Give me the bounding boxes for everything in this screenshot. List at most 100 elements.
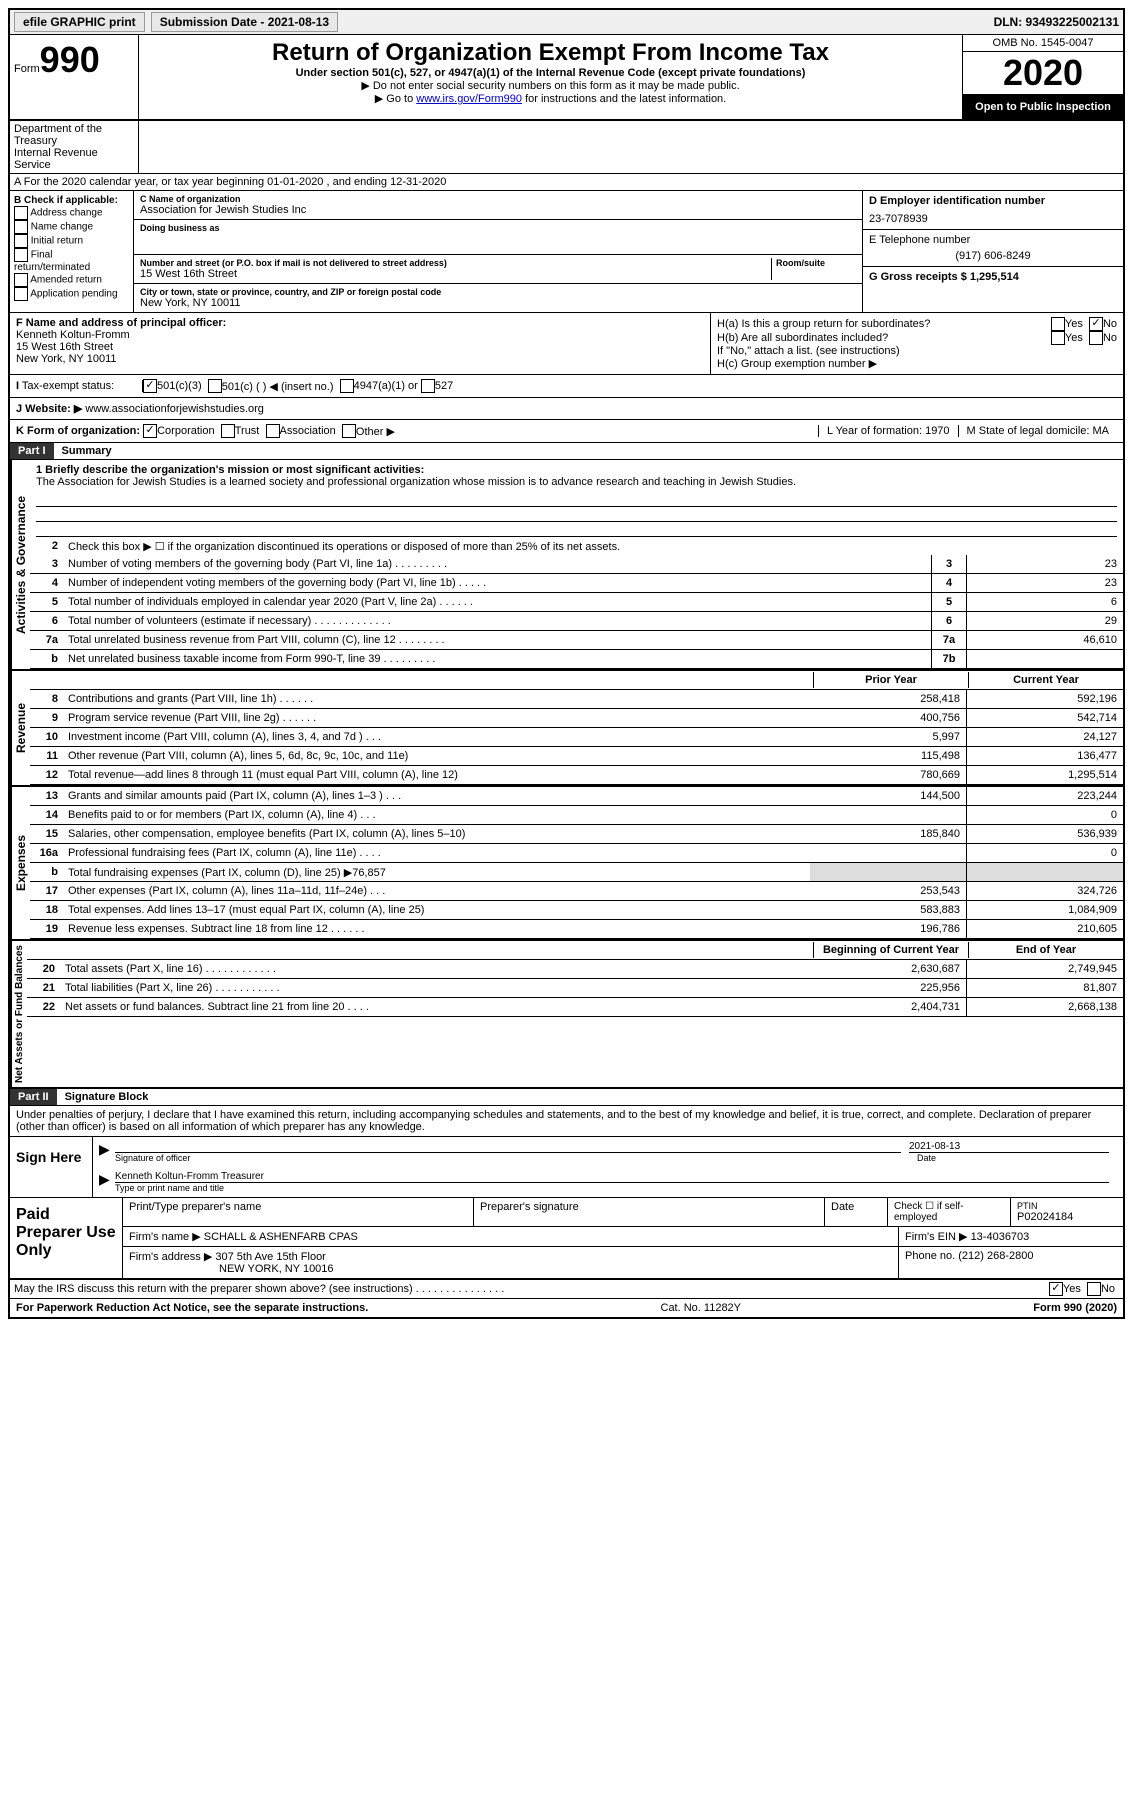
paid-prep-label: Paid Preparer Use Only	[10, 1198, 123, 1278]
website-value: www.associationforjewishstudies.org	[85, 403, 264, 415]
room-label: Room/suite	[776, 258, 856, 268]
may-discuss-row: May the IRS discuss this return with the…	[10, 1280, 1123, 1299]
sign-here-label: Sign Here	[10, 1137, 93, 1197]
opt-527: 527	[435, 380, 453, 392]
arrow-icon: ▶	[99, 1141, 115, 1163]
footer-right: Form 990 (2020)	[1033, 1302, 1117, 1314]
section-b-through-g: B Check if applicable: Address change Na…	[10, 191, 1123, 313]
revenue-header: Prior Year Current Year	[30, 671, 1123, 690]
officer-addr1: 15 West 16th Street	[16, 341, 704, 353]
part-i-title: Summary	[54, 445, 112, 457]
blank-line-1	[36, 492, 1117, 507]
prep-phone: (212) 268-2800	[958, 1250, 1033, 1262]
cb-4947[interactable]	[340, 379, 354, 393]
cb-address-change[interactable]: Address change	[14, 206, 129, 220]
goto-suffix: for instructions and the latest informat…	[522, 93, 726, 105]
instruction-line-2: ▶ Go to www.irs.gov/Form990 for instruct…	[147, 92, 954, 105]
row-a-tax-year: A For the 2020 calendar year, or tax yea…	[10, 174, 1123, 191]
col-c-org-info: C Name of organization Association for J…	[134, 191, 863, 312]
footer-left: For Paperwork Reduction Act Notice, see …	[16, 1302, 368, 1314]
cb-501c[interactable]	[208, 379, 222, 393]
phone-label: E Telephone number	[869, 234, 1117, 246]
cb-assoc[interactable]	[266, 424, 280, 438]
opt-501c: 501(c) ( ) ◀ (insert no.)	[222, 380, 334, 393]
data-row: 14 Benefits paid to or for members (Part…	[30, 806, 1123, 825]
form-subtitle: Under section 501(c), 527, or 4947(a)(1)…	[147, 67, 954, 79]
sig-name: Kenneth Koltun-Fromm Treasurer	[115, 1171, 1109, 1183]
ha-no[interactable]: ✓	[1089, 317, 1103, 331]
officer-addr2: New York, NY 10011	[16, 353, 704, 365]
blank-line-3	[36, 522, 1117, 537]
netassets-header: Beginning of Current Year End of Year	[27, 941, 1123, 960]
cb-amended[interactable]: Amended return	[14, 273, 129, 287]
sig-name-label: Type or print name and title	[115, 1183, 1117, 1193]
year-formation: L Year of formation: 1970	[818, 425, 958, 437]
efile-print-button[interactable]: efile GRAPHIC print	[14, 12, 145, 32]
blank-line-2	[36, 507, 1117, 522]
data-row: 21 Total liabilities (Part X, line 26) .…	[27, 979, 1123, 998]
cb-trust[interactable]	[221, 424, 235, 438]
open-to-public: Open to Public Inspection	[963, 95, 1123, 119]
form-number: Form990	[14, 39, 134, 81]
opt-4947: 4947(a)(1) or	[354, 380, 418, 392]
prep-sig-label: Preparer's signature	[474, 1198, 825, 1226]
org-name-label: C Name of organization	[140, 194, 856, 204]
form-title: Return of Organization Exempt From Incom…	[147, 39, 954, 67]
cb-final-return[interactable]: Final return/terminated	[14, 248, 129, 273]
dln-label: DLN: 93493225002131	[994, 15, 1119, 29]
cb-initial-return[interactable]: Initial return	[14, 234, 129, 248]
cb-corp[interactable]: ✓	[143, 424, 157, 438]
firm-ein-label: Firm's EIN ▶	[905, 1231, 968, 1243]
data-row: 22 Net assets or fund balances. Subtract…	[27, 998, 1123, 1017]
paid-preparer-section: Paid Preparer Use Only Print/Type prepar…	[10, 1198, 1123, 1280]
arrow-icon: ▶	[99, 1171, 115, 1193]
org-form-label: K Form of organization:	[16, 425, 140, 437]
ein-value: 23-7078939	[869, 213, 1117, 225]
data-row: 8 Contributions and grants (Part VIII, l…	[30, 690, 1123, 709]
line2-text: Check this box ▶ ☐ if the organization d…	[64, 538, 1123, 555]
gov-row: 6 Total number of volunteers (estimate i…	[30, 612, 1123, 631]
penalties-text: Under penalties of perjury, I declare th…	[10, 1106, 1123, 1137]
form-header: Form990 Return of Organization Exempt Fr…	[10, 35, 1123, 121]
discuss-no[interactable]	[1087, 1282, 1101, 1296]
data-row: 20 Total assets (Part X, line 16) . . . …	[27, 960, 1123, 979]
data-row: 13 Grants and similar amounts paid (Part…	[30, 787, 1123, 806]
org-address: 15 West 16th Street	[140, 268, 771, 280]
begin-year-header: Beginning of Current Year	[813, 942, 968, 958]
cb-application-pending[interactable]: Application pending	[14, 287, 129, 301]
cb-other[interactable]	[342, 424, 356, 438]
col-de: D Employer identification number 23-7078…	[863, 191, 1123, 312]
sign-here-section: Sign Here ▶ . 2021-08-13 Signature of of…	[10, 1137, 1123, 1198]
hb-no[interactable]	[1089, 331, 1103, 345]
part-ii-label: Part II	[10, 1089, 57, 1105]
hc-label: H(c) Group exemption number ▶	[717, 357, 1117, 370]
department-label: Department of the Treasury Internal Reve…	[10, 121, 139, 173]
irs-link[interactable]: www.irs.gov/Form990	[416, 93, 522, 105]
line1-label: 1 Briefly describe the organization's mi…	[36, 464, 1117, 476]
form-990-container: efile GRAPHIC print Submission Date - 20…	[8, 8, 1125, 1319]
expenses-label: Expenses	[10, 787, 30, 939]
revenue-label: Revenue	[10, 671, 30, 785]
ha-yes[interactable]	[1051, 317, 1065, 331]
governance-section: Activities & Governance 1 Briefly descri…	[10, 460, 1123, 671]
ein-label: D Employer identification number	[869, 195, 1117, 207]
officer-label: F Name and address of principal officer:	[16, 317, 704, 329]
city-label: City or town, state or province, country…	[140, 287, 856, 297]
firm-name: SCHALL & ASHENFARB CPAS	[204, 1231, 358, 1243]
data-row: 12 Total revenue—add lines 8 through 11 …	[30, 766, 1123, 785]
firm-name-label: Firm's name ▶	[129, 1231, 201, 1243]
cb-501c3[interactable]: ✓	[143, 379, 157, 393]
hb-yes[interactable]	[1051, 331, 1065, 345]
opt-501c3: 501(c)(3)	[157, 380, 202, 392]
cb-name-change[interactable]: Name change	[14, 220, 129, 234]
dba-label: Doing business as	[140, 223, 856, 233]
netassets-label: Net Assets or Fund Balances	[10, 941, 27, 1087]
current-year-header: Current Year	[968, 672, 1123, 688]
cb-527[interactable]	[421, 379, 435, 393]
mission-text: The Association for Jewish Studies is a …	[36, 476, 1117, 488]
instruction-line-1: ▶ Do not enter social security numbers o…	[147, 79, 954, 92]
ptin-label: PTIN	[1017, 1201, 1117, 1211]
submission-date-button[interactable]: Submission Date - 2021-08-13	[151, 12, 338, 32]
discuss-yes[interactable]: ✓	[1049, 1282, 1063, 1296]
website-label: J Website: ▶	[16, 402, 82, 415]
